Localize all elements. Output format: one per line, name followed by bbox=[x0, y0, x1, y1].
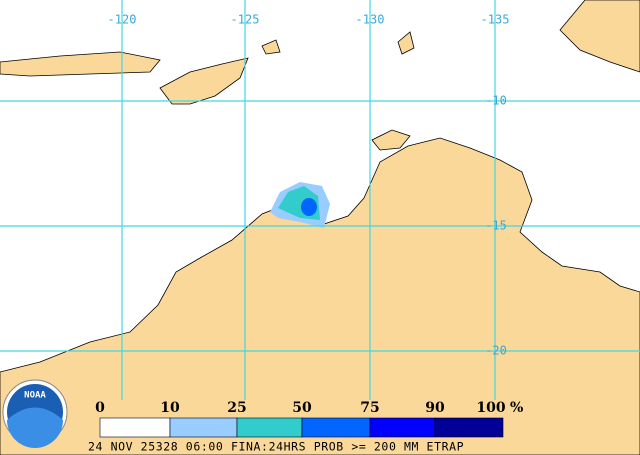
graticule: -120 -125 -130 -135 -10 -15 -20 bbox=[0, 0, 640, 400]
legend-tick: 90 bbox=[425, 400, 445, 416]
legend-unit: % bbox=[510, 400, 523, 416]
lon-label: -120 bbox=[108, 13, 137, 27]
legend-swatch bbox=[369, 417, 436, 438]
lat-label: -10 bbox=[485, 94, 507, 108]
legend-tick: 10 bbox=[160, 400, 180, 416]
footer: 24 NOV 25328 06:00 FINA:24HRS PROB >= 20… bbox=[88, 440, 464, 454]
precip-area bbox=[270, 182, 330, 228]
color-legend: 0 10 25 50 75 90 100% bbox=[95, 400, 523, 438]
lat-label: -15 bbox=[485, 219, 507, 233]
legend-tick: 100 bbox=[476, 400, 505, 416]
lon-label: -125 bbox=[231, 13, 260, 27]
legend-swatch bbox=[236, 417, 303, 438]
legend-tick: 0 bbox=[95, 400, 105, 416]
legend-swatch bbox=[301, 417, 371, 438]
lat-label: -20 bbox=[485, 344, 507, 358]
lon-label: -130 bbox=[356, 13, 385, 27]
legend-swatch bbox=[434, 417, 504, 438]
lon-label: -135 bbox=[481, 13, 510, 27]
legend-tick: 50 bbox=[292, 400, 312, 416]
noaa-logo: NOAA bbox=[2, 379, 68, 448]
logo-text: NOAA bbox=[24, 391, 46, 401]
legend-swatch bbox=[169, 417, 238, 438]
legend-tick: 75 bbox=[360, 400, 379, 416]
legend-swatch bbox=[99, 417, 171, 438]
legend-tick: 25 bbox=[227, 400, 246, 416]
